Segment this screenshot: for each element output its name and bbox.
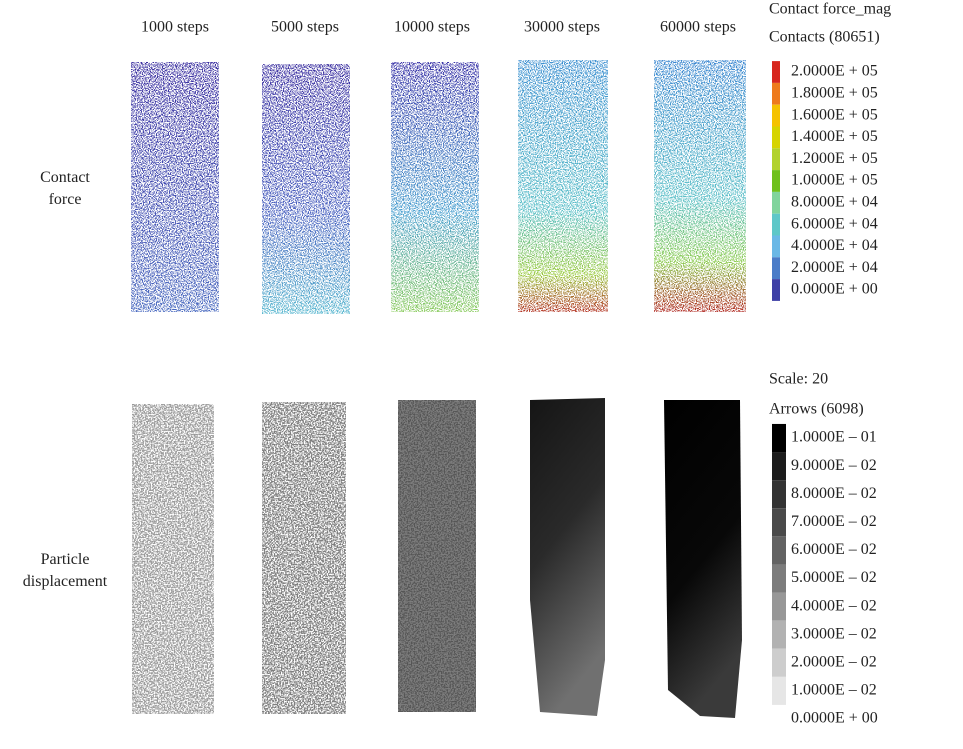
legend-swatch (772, 564, 786, 593)
legend-swatch (772, 191, 780, 214)
legend-label: 6.0000E + 04 (791, 215, 878, 232)
legend: Contact force_mag Contacts (80651) 2.0000E… (769, 1, 891, 301)
legend-label: 7.0000E – 02 (791, 513, 877, 530)
legend-subtitle: Contacts (80651) (769, 29, 880, 46)
legend-title: Scale: 20 (769, 371, 828, 388)
contact-force-images (131, 60, 746, 314)
specimen (530, 398, 605, 716)
column-header: 5000 steps (271, 19, 339, 36)
legend-swatch (772, 620, 786, 649)
legend-label: 0.0000E + 00 (791, 281, 878, 298)
specimen (262, 402, 346, 714)
legend-label: 8.0000E + 04 (791, 193, 878, 210)
legend-label: 2.0000E + 04 (791, 259, 878, 276)
legend-swatch (772, 257, 780, 280)
legend-swatch (772, 104, 780, 127)
legend-swatch (772, 452, 786, 481)
legend-label: 1.0000E + 05 (791, 172, 878, 189)
legend-label: 1.0000E – 02 (791, 682, 877, 699)
legend-swatch (772, 704, 786, 734)
legend-swatch (772, 235, 780, 258)
column-header: 60000 steps (660, 19, 736, 36)
legend-label: 1.4000E + 05 (791, 128, 878, 145)
legend-swatch (772, 536, 786, 565)
row-label: Particle displacement (23, 551, 108, 590)
legend-swatch (772, 148, 780, 171)
specimen-texture (398, 400, 476, 712)
legend-label: 4.0000E + 04 (791, 237, 878, 254)
legend-swatch (772, 61, 780, 83)
row-label: Contact force (40, 169, 90, 208)
legend-label: 3.0000E – 02 (791, 625, 877, 642)
legend-swatch (772, 508, 786, 537)
legend-label: 1.6000E + 05 (791, 106, 878, 123)
legend-swatch (772, 170, 780, 192)
legend: Scale: 20 Arrows (6098) 1.0000E – 01 9.0000… (769, 371, 878, 734)
legend-label: 1.0000E – 01 (791, 429, 877, 446)
legend-swatch (772, 480, 786, 509)
specimen (518, 60, 608, 312)
legend-title: Contact force_mag (769, 1, 891, 18)
legend-swatch (772, 592, 786, 621)
legend-swatch (772, 126, 780, 149)
legend-swatch (772, 423, 786, 453)
specimen (262, 64, 350, 314)
legend-label: 9.0000E – 02 (791, 457, 877, 474)
specimen (654, 60, 746, 312)
legend-label: 2.0000E + 05 (791, 63, 878, 80)
legend-swatch (772, 279, 780, 301)
legend-swatch (772, 648, 786, 677)
legend-label: 1.8000E + 05 (791, 84, 878, 101)
legend-label: 6.0000E – 02 (791, 541, 877, 558)
specimen (131, 62, 219, 312)
specimen (391, 62, 479, 312)
column-header: 30000 steps (524, 19, 600, 36)
legend-swatch (772, 82, 780, 105)
specimen (664, 400, 742, 718)
legend-label: 5.0000E – 02 (791, 569, 877, 586)
column-header: 10000 steps (394, 19, 470, 36)
legend-swatch (772, 213, 780, 236)
displacement-images (132, 398, 742, 718)
legend-subtitle: Arrows (6098) (769, 401, 864, 418)
legend-label: 0.0000E + 00 (791, 710, 878, 727)
column-header: 1000 steps (141, 19, 209, 36)
specimen (132, 404, 214, 714)
legend-swatch (772, 676, 786, 705)
legend-label: 4.0000E – 02 (791, 597, 877, 614)
legend-label: 1.2000E + 05 (791, 150, 878, 167)
legend-label: 2.0000E – 02 (791, 653, 877, 670)
legend-label: 8.0000E – 02 (791, 485, 877, 502)
